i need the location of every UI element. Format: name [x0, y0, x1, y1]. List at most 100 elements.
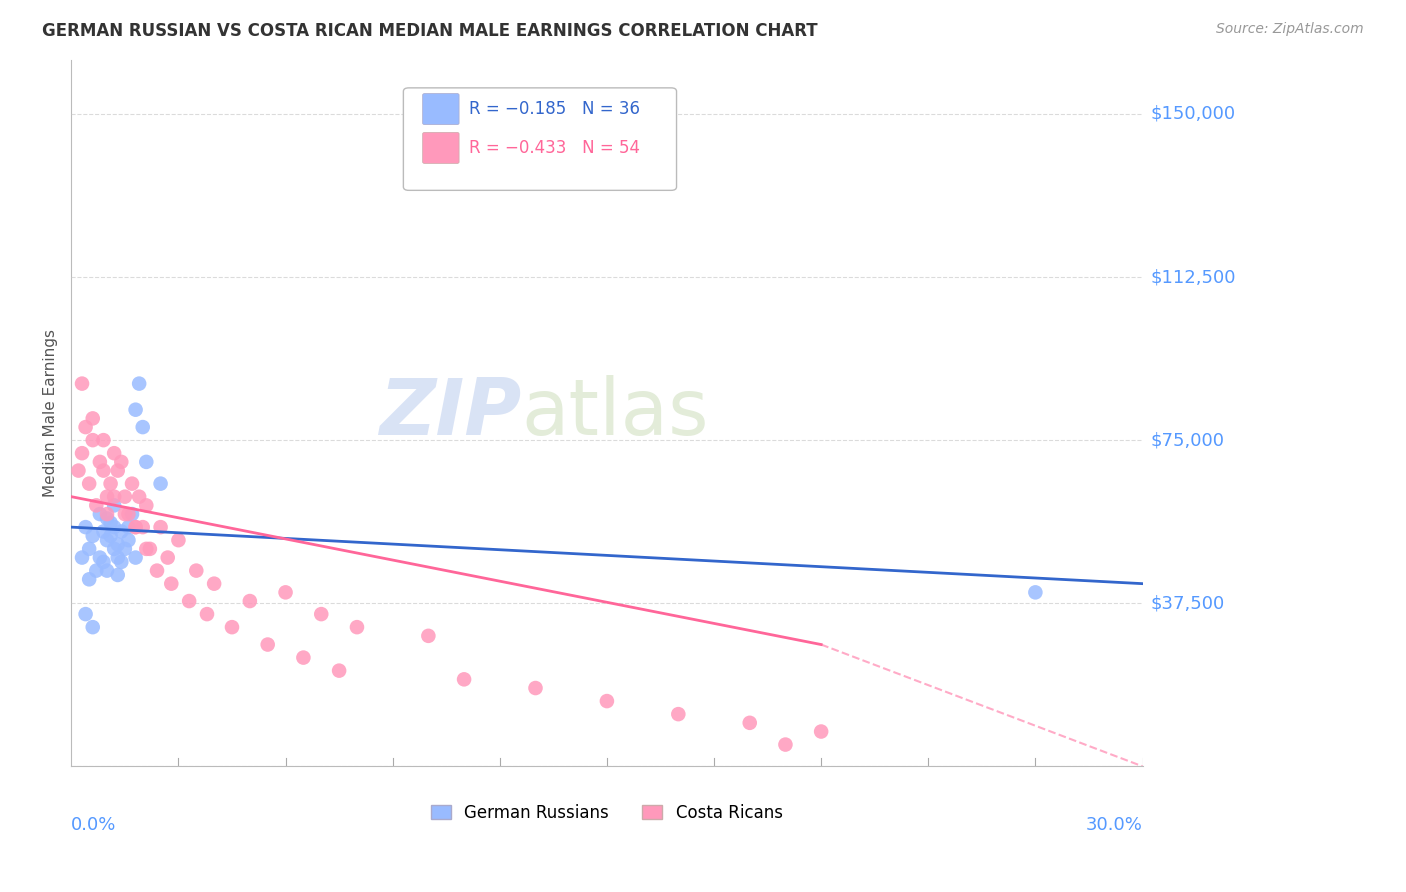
Point [100, 529, 122, 543]
Point [135, 499, 157, 513]
Point [160, 576, 183, 591]
Point [100, 476, 122, 491]
Point [149, 476, 172, 491]
Point [135, 455, 157, 469]
Point [274, 585, 297, 599]
Point [202, 576, 225, 591]
Point [309, 607, 332, 621]
Point [96, 490, 118, 504]
Point [346, 620, 368, 634]
Text: ZIP: ZIP [380, 375, 522, 451]
Point [418, 629, 440, 643]
Point [89, 507, 111, 521]
Point [666, 707, 689, 722]
Point [70, 376, 93, 391]
Text: 0.0%: 0.0% [72, 816, 117, 834]
Point [117, 507, 139, 521]
Text: R = −0.185   N = 36: R = −0.185 N = 36 [468, 100, 640, 118]
Point [132, 420, 155, 434]
Point [82, 433, 104, 447]
Point [124, 550, 146, 565]
Legend: German Russians, Costa Ricans: German Russians, Costa Ricans [425, 797, 789, 829]
Point [89, 550, 111, 565]
Point [146, 564, 169, 578]
Point [96, 533, 118, 548]
Point [67, 464, 90, 478]
Point [110, 524, 132, 539]
Point [167, 533, 190, 548]
Point [114, 490, 136, 504]
Text: $75,000: $75,000 [1152, 431, 1225, 450]
Point [93, 464, 115, 478]
Point [775, 738, 797, 752]
Point [128, 376, 150, 391]
Point [179, 594, 201, 608]
Point [84, 564, 107, 578]
Point [107, 550, 129, 565]
Point [107, 568, 129, 582]
Point [328, 664, 350, 678]
Point [82, 529, 104, 543]
Point [110, 455, 132, 469]
Point [114, 507, 136, 521]
Text: atlas: atlas [522, 375, 709, 451]
Point [810, 724, 832, 739]
Point [82, 620, 104, 634]
Text: $37,500: $37,500 [1152, 594, 1225, 612]
Point [103, 499, 125, 513]
Point [221, 620, 243, 634]
Point [453, 673, 475, 687]
FancyBboxPatch shape [423, 132, 460, 163]
Point [93, 433, 115, 447]
Point [103, 446, 125, 460]
Point [1024, 585, 1046, 599]
Point [292, 650, 315, 665]
Point [117, 520, 139, 534]
Text: R = −0.433   N = 54: R = −0.433 N = 54 [468, 139, 640, 157]
Point [100, 516, 122, 530]
Point [149, 520, 172, 534]
Point [186, 564, 208, 578]
Point [75, 607, 97, 621]
Point [93, 524, 115, 539]
Point [124, 520, 146, 534]
Point [77, 541, 100, 556]
Point [82, 411, 104, 425]
Point [156, 550, 179, 565]
Point [132, 520, 155, 534]
Point [124, 402, 146, 417]
Point [135, 541, 157, 556]
Point [110, 555, 132, 569]
FancyBboxPatch shape [423, 94, 460, 125]
Point [239, 594, 262, 608]
Point [84, 499, 107, 513]
Point [107, 464, 129, 478]
Point [96, 507, 118, 521]
Point [77, 476, 100, 491]
Point [738, 715, 761, 730]
Point [121, 507, 143, 521]
Point [524, 681, 547, 695]
Point [256, 638, 278, 652]
Text: GERMAN RUSSIAN VS COSTA RICAN MEDIAN MALE EARNINGS CORRELATION CHART: GERMAN RUSSIAN VS COSTA RICAN MEDIAN MAL… [42, 22, 818, 40]
Point [75, 420, 97, 434]
Y-axis label: Median Male Earnings: Median Male Earnings [44, 329, 58, 497]
Point [75, 520, 97, 534]
Point [93, 555, 115, 569]
FancyBboxPatch shape [404, 88, 676, 190]
Point [139, 541, 162, 556]
Text: Source: ZipAtlas.com: Source: ZipAtlas.com [1216, 22, 1364, 37]
Point [195, 607, 218, 621]
Point [117, 533, 139, 548]
Point [114, 541, 136, 556]
Point [103, 520, 125, 534]
Text: $112,500: $112,500 [1152, 268, 1236, 286]
Text: $150,000: $150,000 [1152, 105, 1236, 123]
Point [96, 511, 118, 525]
Text: 30.0%: 30.0% [1085, 816, 1143, 834]
Point [103, 541, 125, 556]
Point [70, 446, 93, 460]
Point [596, 694, 619, 708]
Point [96, 564, 118, 578]
Point [128, 490, 150, 504]
